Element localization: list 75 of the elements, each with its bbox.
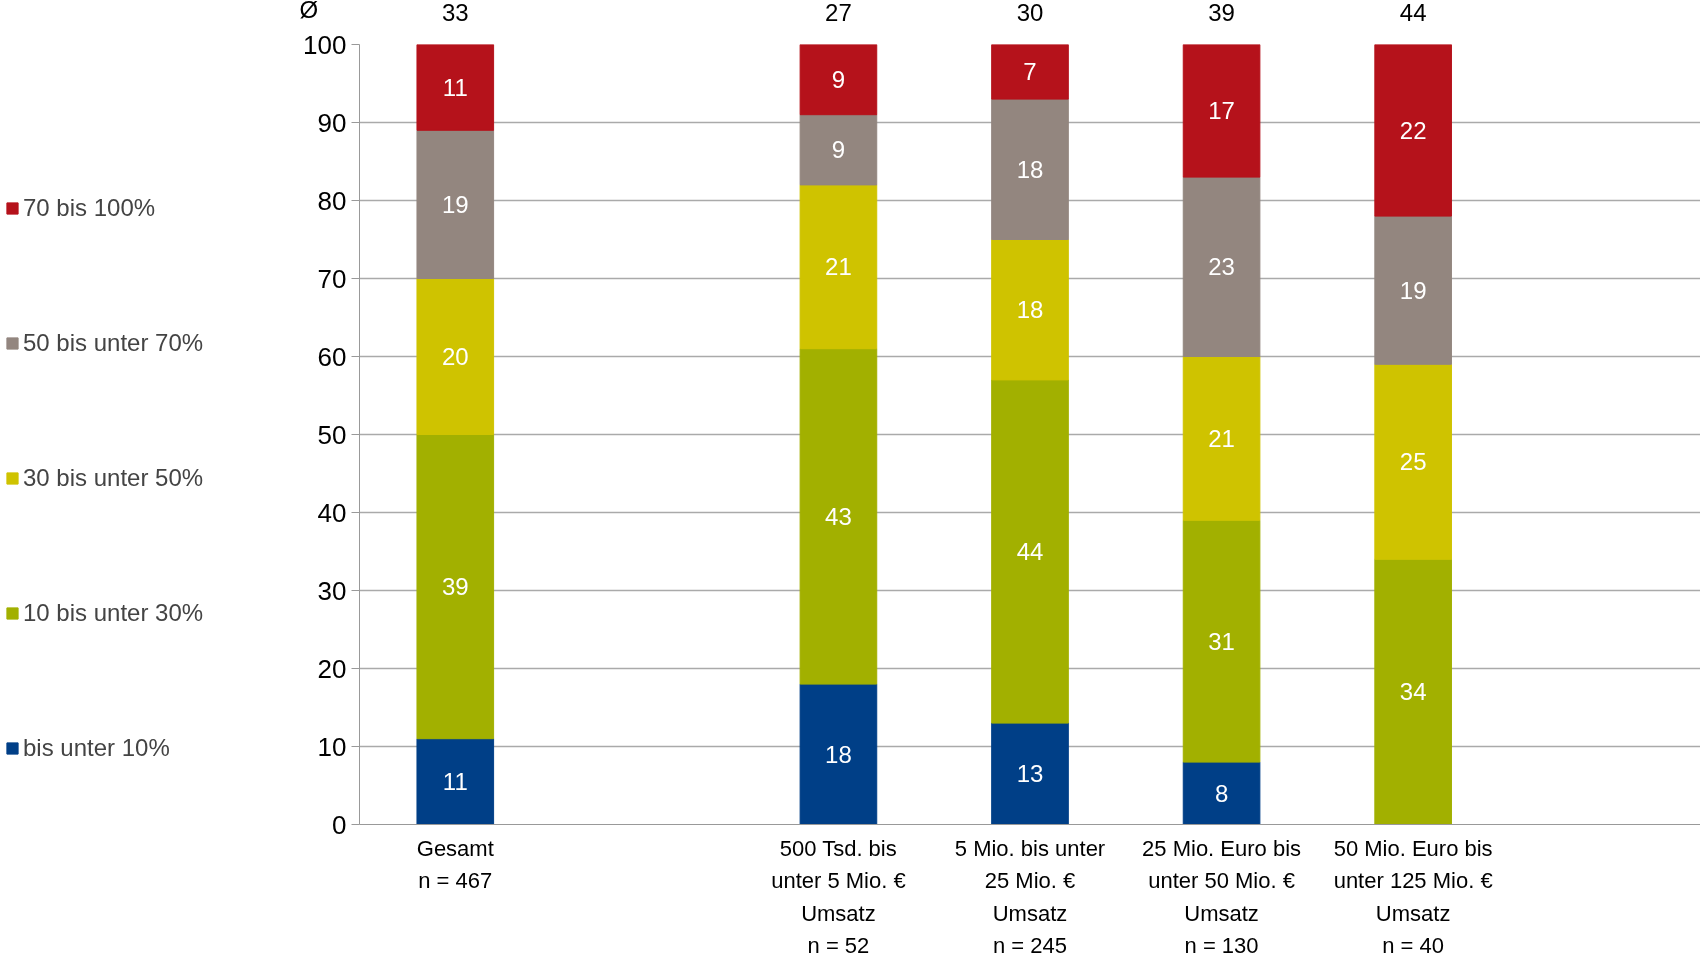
data-label: 21 <box>1208 424 1235 452</box>
bar <box>416 129 495 279</box>
data-label: 8 <box>1214 779 1229 807</box>
text: 44 <box>1399 0 1427 26</box>
y-tick-label: 0 <box>332 809 347 840</box>
data-label: 19 <box>1399 276 1427 304</box>
data-label: 9 <box>831 66 846 94</box>
y-tick-label: 30 <box>317 575 347 606</box>
text: 33 <box>441 0 469 26</box>
bar <box>1182 176 1261 357</box>
text: 27 <box>825 0 852 26</box>
data-label: 18 <box>825 740 852 768</box>
legend-label: 50 bis unter 70% <box>23 329 204 357</box>
y-tick-label: 40 <box>317 497 347 528</box>
bar <box>1374 215 1452 365</box>
bar <box>1374 44 1452 217</box>
bar <box>799 44 878 116</box>
bar <box>799 184 878 350</box>
data-label: 9 <box>831 136 846 164</box>
data-label: 31 <box>1208 627 1235 655</box>
bar <box>1182 44 1261 178</box>
y-tick-label: 100 <box>303 29 347 60</box>
y-tick-label: 90 <box>317 107 347 138</box>
y-tick-label: 60 <box>317 341 347 372</box>
x-tick-label: Gesamt n = 467 <box>416 835 494 893</box>
data-label: 34 <box>1399 678 1427 706</box>
data-label: 39 <box>441 573 469 601</box>
data-label: 23 <box>1208 253 1235 281</box>
data-label: 21 <box>825 253 852 281</box>
data-label: 43 <box>825 502 852 530</box>
bar <box>416 44 495 131</box>
bar <box>991 239 1069 381</box>
x-tick-label: 500 Tsd. bis unter 5 Mio. € Umsatz n = 52 <box>771 835 906 958</box>
data-label: 18 <box>1016 296 1044 324</box>
bar <box>799 114 878 186</box>
bar <box>991 722 1069 825</box>
x-tick-label: 25 Mio. Euro bis unter 50 Mio. € Umsatz n = 130 <box>1142 835 1302 958</box>
bar <box>416 278 495 435</box>
y-tick-label: 10 <box>317 731 347 762</box>
bar <box>991 44 1069 100</box>
data-label: 19 <box>441 190 469 218</box>
bar <box>991 98 1069 240</box>
bar <box>799 348 878 685</box>
y-tick-label: 50 <box>317 419 347 450</box>
data-label: 22 <box>1399 116 1427 144</box>
text: 39 <box>1208 0 1235 26</box>
data-label: 7 <box>1023 58 1037 86</box>
y-tick-label: 70 <box>317 263 347 294</box>
bar <box>1374 558 1452 825</box>
legend-label: 10 bis unter 30% <box>23 599 204 627</box>
x-tick-label: 5 Mio. bis unter 25 Mio. € Umsatz n = 245 <box>954 835 1106 958</box>
data-label: 44 <box>1016 538 1044 565</box>
legend-label: 30 bis unter 50% <box>23 464 204 492</box>
bar <box>1182 761 1261 825</box>
bar <box>991 379 1069 724</box>
text: 30 <box>1016 0 1044 26</box>
bar <box>1374 363 1452 560</box>
bar <box>416 434 495 740</box>
bar <box>416 738 495 825</box>
y-tick-label: 80 <box>317 185 347 216</box>
legend-label: 70 bis 100% <box>23 194 156 222</box>
text: Ø <box>299 0 319 23</box>
bar <box>1182 519 1261 763</box>
bar <box>1182 356 1261 521</box>
data-label: 18 <box>1016 155 1044 183</box>
data-label: 11 <box>442 73 468 101</box>
data-label: 13 <box>1016 760 1044 788</box>
data-label: 11 <box>442 768 468 796</box>
data-label: 20 <box>441 343 469 370</box>
data-label: 25 <box>1399 448 1427 476</box>
legend-label: bis unter 10% <box>23 734 170 762</box>
data-label: 17 <box>1208 97 1235 125</box>
y-tick-label: 20 <box>317 653 347 684</box>
x-tick-label: 50 Mio. Euro bis unter 125 Mio. € Umsatz n = 40 <box>1333 835 1493 958</box>
bar <box>799 683 878 825</box>
